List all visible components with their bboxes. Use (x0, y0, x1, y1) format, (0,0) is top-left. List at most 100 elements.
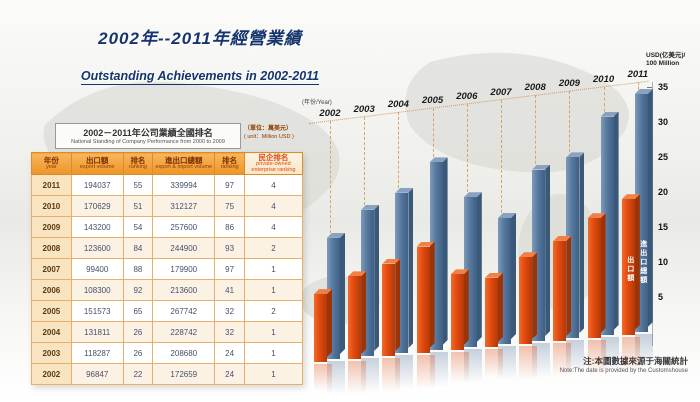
export-bar-top (622, 194, 640, 199)
table-row: 2011 194037 55 339994 97 4 (31, 174, 304, 197)
table-row: 2006 108300 92 213600 41 1 (31, 279, 304, 302)
table-row: 2007 99400 88 179900 97 1 (31, 258, 304, 281)
value-cell: 1 (243, 258, 304, 281)
year-dash-line (364, 116, 366, 210)
x-axis-label: (年份/Year) (302, 100, 332, 106)
export-bar-front (621, 199, 635, 335)
total-bar-side (545, 165, 550, 337)
value-cell: 1 (243, 321, 304, 344)
value-cell: 65 (122, 300, 154, 323)
y-tick-label: 30 (658, 116, 669, 127)
table-row: 2008 123600 84 244900 93 2 (31, 237, 304, 260)
value-cell: 257600 (152, 216, 216, 239)
value-cell: 108300 (70, 279, 124, 302)
export-bar-reflection (621, 337, 640, 371)
value-cell: 1 (243, 363, 304, 386)
year-label: 2010 (593, 73, 615, 85)
source-note-zh: 注:本圖數據來源于海關統計 (500, 356, 688, 367)
value-cell: 96847 (70, 363, 124, 386)
export-bar-top (314, 289, 332, 294)
year-cell: 2010 (31, 195, 72, 218)
export-bar-front (553, 240, 567, 341)
export-bar-side (498, 273, 503, 342)
export-bar-reflection (416, 355, 435, 389)
y-tick-label: 20 (658, 186, 669, 197)
value-cell: 123600 (70, 237, 124, 260)
value-cell: 88 (122, 258, 154, 281)
y-tick-label: 35 (658, 81, 669, 92)
export-bar-front (348, 276, 362, 359)
value-cell: 131811 (70, 321, 124, 344)
y-tick-label: 5 (658, 291, 664, 302)
y-axis-unit-line2: 100 Million (646, 60, 680, 68)
table-row: 2003 118287 26 208680 24 1 (31, 342, 304, 365)
value-cell: 24 (214, 363, 245, 386)
export-bar-reflection (382, 358, 401, 392)
total-bar-side (477, 192, 482, 342)
value-cell: 2 (243, 237, 304, 260)
y-tick-label: 10 (658, 256, 669, 267)
y-axis-unit-label: USD(亿美元)/ 100 Million (646, 52, 700, 69)
table-row: 2010 170629 51 312127 75 4 (31, 195, 304, 218)
year-dash-line (398, 112, 400, 193)
value-cell: 84 (122, 237, 154, 260)
y-tick-label: 15 (658, 221, 669, 232)
export-bar-reflection (519, 346, 538, 380)
export-bar-front (519, 257, 533, 344)
value-cell: 97 (214, 174, 245, 197)
total-bar-side (614, 112, 619, 330)
value-cell: 1 (243, 279, 304, 302)
total-bar-top (566, 152, 584, 157)
value-cell: 151573 (70, 300, 124, 323)
value-cell: 32 (214, 300, 245, 323)
title-zh: 2002年--2011年經營業績 (98, 29, 302, 48)
column-header-export-volume: 出口額 export volume (70, 151, 124, 176)
year-dash-line (535, 95, 537, 170)
total-bar-top (532, 165, 550, 170)
total-bar-reflection (600, 337, 619, 371)
total-bar-reflection (532, 343, 551, 377)
year-cell: 2006 (31, 279, 72, 302)
column-header-private-owned-enterprise-ranking: 民企排名 private-owned enterprise ranking (243, 151, 304, 176)
value-cell: 4 (243, 174, 304, 197)
export-bar-side (361, 271, 366, 354)
unit-note-zh: （單位：萬美元） (244, 126, 293, 132)
total-bar-side (648, 89, 653, 327)
value-cell: 194037 (70, 174, 124, 197)
year-dash-line (466, 103, 468, 198)
export-bar-top (348, 271, 366, 276)
value-cell: 51 (122, 195, 154, 218)
total-bar-side (443, 157, 448, 345)
year-cell: 2002 (31, 363, 72, 386)
column-header-ranking: 排名 ranking (214, 151, 245, 176)
export-bar-top (417, 242, 435, 247)
legend-total: 進出口總額 (639, 240, 647, 285)
export-bar-reflection (450, 352, 469, 383)
value-cell: 312127 (152, 195, 216, 218)
export-bar-reflection (314, 364, 332, 392)
column-header-export-import-volume: 進出口總額 export & import volume (152, 151, 216, 176)
total-bar-side (408, 188, 413, 348)
export-bar-top (553, 236, 571, 241)
total-bar-reflection (566, 340, 585, 374)
total-bar-reflection (361, 358, 380, 392)
value-cell: 97 (214, 258, 245, 281)
total-bar-reflection (327, 361, 345, 395)
value-cell: 41 (214, 279, 245, 302)
year-cell: 2005 (31, 300, 72, 323)
export-bar-top (485, 273, 503, 278)
export-bar-reflection (485, 349, 503, 377)
value-cell: 4 (243, 216, 304, 239)
title-block: 2002年--2011年經營業績 Outstanding Achievement… (35, 24, 365, 85)
value-cell: 118287 (70, 342, 124, 365)
column-header-year: 年份 year (31, 151, 72, 176)
table-row: 2005 151573 65 267742 32 2 (31, 300, 304, 323)
total-bar-top (498, 213, 516, 218)
table-row: 2004 131811 26 228742 32 1 (31, 321, 304, 344)
export-bar-front (450, 274, 464, 350)
value-cell: 86 (214, 216, 245, 239)
total-bar-top (464, 192, 482, 197)
year-label: 2011 (627, 69, 649, 81)
year-cell: 2011 (31, 174, 72, 197)
unit-note: （單位：萬美元） ( unit：Million USD ) (244, 126, 308, 140)
